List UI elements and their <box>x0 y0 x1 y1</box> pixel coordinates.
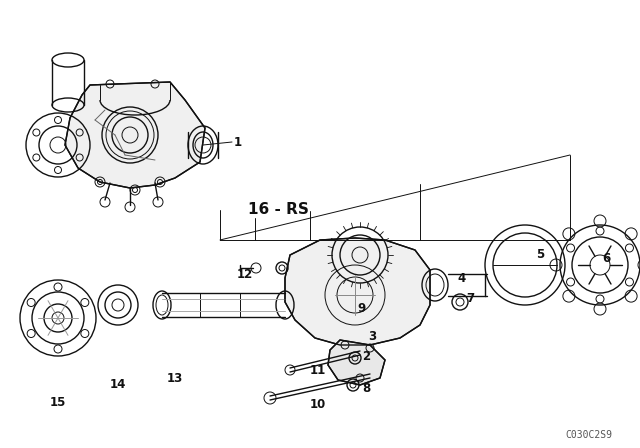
Text: 1: 1 <box>234 135 242 148</box>
Text: 4: 4 <box>458 271 466 284</box>
Text: 14: 14 <box>110 379 126 392</box>
Text: 15: 15 <box>50 396 66 409</box>
Text: 6: 6 <box>602 251 610 264</box>
Text: 16 - RS: 16 - RS <box>248 202 309 217</box>
Polygon shape <box>65 82 205 188</box>
Text: 13: 13 <box>167 371 183 384</box>
Text: 2: 2 <box>362 349 370 362</box>
Text: 12: 12 <box>237 268 253 281</box>
Text: 9: 9 <box>358 302 366 314</box>
Text: 7: 7 <box>466 292 474 305</box>
Text: 10: 10 <box>310 399 326 412</box>
Text: 3: 3 <box>368 329 376 343</box>
Text: 11: 11 <box>310 363 326 376</box>
Polygon shape <box>328 340 385 385</box>
Text: 5: 5 <box>536 249 544 262</box>
Polygon shape <box>285 238 430 345</box>
Text: 8: 8 <box>362 382 370 395</box>
Text: C030C2S9: C030C2S9 <box>565 430 612 440</box>
